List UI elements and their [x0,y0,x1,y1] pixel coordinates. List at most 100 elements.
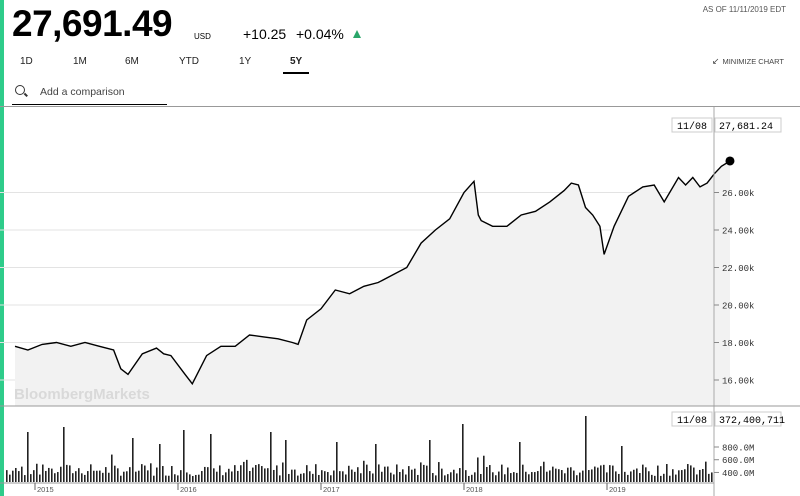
volume-y-tick-label: 800.0M [722,444,754,454]
volume-bar [552,466,554,482]
volume-bar [459,468,461,482]
volume-bar [492,472,494,482]
volume-bar [159,444,161,482]
volume-bar [549,470,551,482]
volume-bar [66,464,68,482]
volume-bar [618,473,620,482]
volume-bar [99,470,101,482]
volume-bar [420,462,422,482]
watermark: BloombergMarkets [14,386,150,403]
last-price-dot [725,156,735,166]
volume-bar [111,454,113,482]
volume-bar [522,464,524,482]
volume-bar [588,470,590,482]
volume-bar [21,466,23,482]
volume-bar [288,473,290,482]
volume-bar [207,467,209,482]
tab-ytd[interactable]: YTD [179,56,199,67]
volume-bar [198,474,200,482]
volume-bar [597,467,599,482]
volume-bar [675,474,677,482]
volume-bar [507,467,509,482]
tab-1m[interactable]: 1M [73,56,87,67]
volume-bar [357,467,359,482]
volume-bar [663,473,665,482]
volume-bar [171,466,173,482]
tab-6m[interactable]: 6M [125,56,139,67]
volume-bar [603,464,605,482]
volume-bar [372,473,374,482]
volume-bar [270,432,272,482]
volume-bar [267,468,269,482]
comparison-input[interactable] [38,82,172,102]
tab-1d[interactable]: 1D [20,56,33,67]
minimize-chart-button[interactable]: ↙ MINIMIZE CHART [712,56,784,67]
last-date-label: 11/08 [677,121,707,133]
volume-bar [336,442,338,482]
volume-bar [132,438,134,482]
volume-bar [405,474,407,482]
volume-bar [228,468,230,482]
volume-bar [525,471,527,482]
volume-bar [534,472,536,482]
comparison-search [12,80,172,105]
volume-bar [441,468,443,482]
volume-bar [342,471,344,482]
volume-bar [261,466,263,482]
volume-bar [678,470,680,482]
volume-bar [621,446,623,482]
volume-bar [168,475,170,482]
price-y-tick-label: 24.00k [722,227,754,237]
volume-bar [345,474,347,482]
last-volume-label: 11/08 372,400,711 [671,411,785,427]
header-divider [0,106,800,107]
volume-bar [417,474,419,482]
volume-bar [444,475,446,482]
volume-bar [642,464,644,482]
last-price-label: 11/08 27,681.24 [671,117,782,133]
minimize-chart-label: MINIMIZE CHART [722,57,784,66]
last-volume-value: 372,400,711 [719,416,785,427]
volume-y-tick-label: 600.0M [722,456,754,466]
volume-bar [126,471,128,482]
volume-bar [693,467,695,482]
volume-bar [600,465,602,482]
volume-bar [36,463,38,482]
volume-bar [393,474,395,482]
volume-bar [414,468,416,482]
volume-bar [255,465,257,482]
tab-1y[interactable]: 1Y [239,56,252,67]
volume-bar [333,470,335,482]
volume-bar [150,463,152,482]
volume-bar [42,464,44,482]
volume-bar [276,465,278,482]
price-y-tick-label: 18.00k [722,339,754,349]
volume-bar [225,472,227,482]
volume-bar [687,464,689,482]
volume-bar [564,473,566,482]
volume-bar [303,473,305,482]
price-y-tick-label: 22.00k [722,264,754,274]
volume-bar [24,475,26,482]
last-price-value: 27,681.24 [719,122,773,133]
volume-bar [474,472,476,482]
volume-bar [78,468,80,482]
volume-bar [435,475,437,482]
price-area [15,161,730,406]
volume-bar [555,468,557,482]
volume-bar [360,473,362,482]
volume-bar [300,473,302,482]
tab-5y[interactable]: 5Y [283,56,310,74]
volume-bar [447,474,449,482]
volume-bar [45,470,47,482]
search-icon [15,85,25,95]
volume-bar [123,471,125,482]
volume-bar [363,460,365,482]
volume-bar [456,473,458,482]
volume-bar [537,471,539,482]
volume-bar [615,471,617,482]
volume-bar [648,471,650,482]
volume-bar [162,466,164,482]
volume-bar [387,466,389,482]
volume-bar [591,469,593,482]
